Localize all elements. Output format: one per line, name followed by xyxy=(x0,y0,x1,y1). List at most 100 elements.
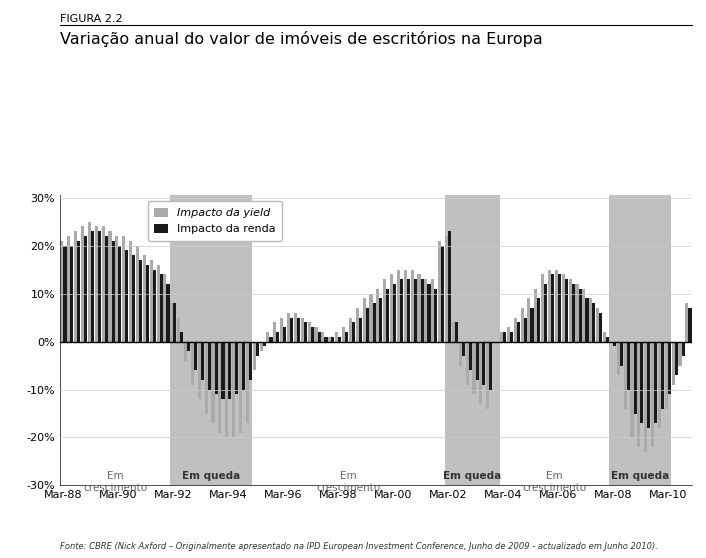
Bar xyxy=(239,341,242,432)
Bar xyxy=(462,341,465,356)
Bar xyxy=(283,327,287,341)
Bar xyxy=(592,303,595,341)
Bar xyxy=(514,318,517,341)
Bar xyxy=(609,195,671,485)
Bar xyxy=(686,303,688,341)
Bar xyxy=(352,323,355,341)
Bar xyxy=(345,332,348,341)
Bar xyxy=(520,308,524,341)
Bar xyxy=(222,341,225,399)
Bar xyxy=(294,313,297,341)
Bar xyxy=(205,341,208,413)
Bar xyxy=(479,341,482,404)
Bar xyxy=(287,313,290,341)
Text: Em
crescimento: Em crescimento xyxy=(83,471,147,493)
Bar xyxy=(544,284,547,341)
Bar xyxy=(184,341,187,361)
Bar xyxy=(218,341,222,432)
Bar xyxy=(599,313,602,341)
Bar xyxy=(527,299,530,341)
Bar xyxy=(441,246,444,341)
Bar xyxy=(603,332,606,341)
Bar xyxy=(623,341,627,408)
Bar xyxy=(397,270,400,341)
Bar xyxy=(572,284,575,341)
Bar xyxy=(537,299,540,341)
Bar xyxy=(366,308,369,341)
Bar xyxy=(318,332,321,341)
Bar xyxy=(489,341,492,389)
Bar xyxy=(338,337,341,341)
Bar xyxy=(104,236,108,341)
Bar xyxy=(647,341,650,428)
Bar xyxy=(115,236,119,341)
Bar xyxy=(448,231,451,341)
Bar xyxy=(235,341,238,395)
Bar xyxy=(252,195,445,485)
Bar xyxy=(112,241,114,341)
Bar xyxy=(174,303,176,341)
Text: Em
crescimento: Em crescimento xyxy=(522,471,587,493)
Bar xyxy=(136,246,139,341)
Bar xyxy=(129,241,132,341)
Text: Fonte: CBRE (Nick Axford – Originalmente apresentado na IPD European Investment : Fonte: CBRE (Nick Axford – Originalmente… xyxy=(60,542,658,551)
Bar xyxy=(308,323,311,341)
Bar xyxy=(658,341,661,428)
Bar xyxy=(201,341,204,380)
Bar xyxy=(102,227,104,341)
Bar xyxy=(455,323,458,341)
Bar xyxy=(325,337,328,341)
Bar xyxy=(558,275,561,341)
Bar xyxy=(606,337,609,341)
Bar xyxy=(555,270,558,341)
Bar xyxy=(249,341,252,380)
Bar xyxy=(431,279,434,341)
Bar xyxy=(225,341,228,437)
Bar xyxy=(335,332,338,341)
Bar xyxy=(661,341,664,408)
Bar xyxy=(232,341,235,437)
Bar xyxy=(590,299,592,341)
Bar xyxy=(476,341,479,380)
Bar xyxy=(266,332,270,341)
Bar xyxy=(91,231,94,341)
Bar xyxy=(575,284,578,341)
Bar xyxy=(359,318,362,341)
Bar xyxy=(548,270,551,341)
Bar xyxy=(208,341,211,389)
Bar xyxy=(678,341,681,365)
Bar xyxy=(143,255,146,341)
Bar xyxy=(534,289,537,341)
Bar xyxy=(67,236,71,341)
Bar xyxy=(638,341,640,447)
Bar xyxy=(170,303,174,341)
Bar xyxy=(297,318,300,341)
Bar xyxy=(369,294,373,341)
Bar xyxy=(651,341,654,447)
Bar xyxy=(290,318,293,341)
Bar xyxy=(180,332,184,341)
Bar xyxy=(393,284,396,341)
Bar xyxy=(260,341,263,351)
Bar xyxy=(160,275,162,341)
Bar xyxy=(541,275,544,341)
Bar xyxy=(596,308,599,341)
Bar xyxy=(71,246,73,341)
Bar xyxy=(311,327,313,341)
Bar xyxy=(386,289,389,341)
Bar xyxy=(64,246,66,341)
Bar xyxy=(465,341,469,385)
Bar xyxy=(445,236,448,341)
Bar xyxy=(280,318,283,341)
Text: Em
crescimento: Em crescimento xyxy=(316,471,381,493)
Bar xyxy=(60,241,64,341)
Bar xyxy=(633,341,637,413)
Bar xyxy=(417,275,421,341)
Bar xyxy=(95,227,98,341)
Text: FIGURA 2.2: FIGURA 2.2 xyxy=(60,14,123,24)
Bar xyxy=(373,303,376,341)
Bar xyxy=(109,231,112,341)
Bar xyxy=(517,323,520,341)
Bar xyxy=(81,227,84,341)
Bar xyxy=(671,341,675,385)
